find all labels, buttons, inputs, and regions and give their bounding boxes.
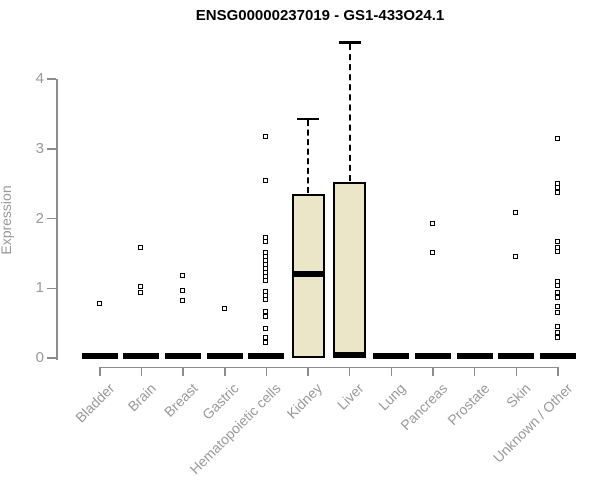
data-point (554, 304, 560, 310)
data-point (430, 249, 435, 255)
data-point (513, 209, 519, 215)
x-category-label: Skin (503, 380, 534, 411)
data-point (263, 177, 269, 183)
y-tick-label: 3 (35, 139, 44, 157)
x-axis-tick (307, 368, 309, 376)
x-axis-tick (182, 368, 184, 376)
boxplot-box (333, 182, 367, 358)
zero-median-bar (498, 352, 535, 359)
x-category-label: Breast (160, 380, 201, 420)
x-axis-tick (473, 368, 476, 376)
data-point (138, 290, 144, 296)
zero-median-bar (456, 352, 493, 359)
x-axis-tick (99, 368, 101, 376)
y-axis-tick (47, 148, 56, 150)
data-point (263, 326, 269, 332)
y-axis-line (56, 79, 58, 360)
x-category-label: Prostate (443, 380, 492, 429)
x-axis-tick (390, 368, 393, 376)
data-point (554, 189, 560, 195)
whisker-cap (297, 117, 320, 120)
whisker-cap (338, 41, 361, 44)
zero-median-bar (206, 352, 243, 359)
data-point (180, 272, 186, 278)
data-point (263, 133, 269, 139)
data-point (554, 135, 560, 141)
data-point (263, 297, 269, 303)
data-point (96, 301, 102, 307)
data-point (554, 309, 560, 315)
zero-median-bar (165, 352, 202, 359)
data-point (430, 221, 435, 227)
y-tick-label: 4 (35, 70, 44, 87)
chart-title: ENSG00000237019 - GS1-433O24.1 (195, 7, 445, 24)
data-point (263, 308, 269, 314)
data-point (138, 283, 144, 289)
whisker-line (307, 119, 310, 194)
data-point (554, 184, 560, 190)
data-point (554, 329, 560, 335)
zero-median-bar (123, 352, 160, 359)
x-axis-tick (515, 368, 518, 376)
zero-median-bar (248, 352, 285, 359)
x-category-label: Unknown / Other (489, 380, 576, 466)
zero-median-bar (373, 352, 410, 359)
y-axis-tick (47, 217, 56, 220)
x-category-label: Lung (375, 380, 409, 414)
data-point (263, 278, 269, 284)
zero-median-bar (415, 352, 451, 359)
x-axis-tick (224, 368, 226, 376)
y-tick-label: 0 (35, 349, 44, 366)
zero-median-bar (81, 352, 118, 359)
y-tick-label: 1 (35, 279, 44, 297)
zero-median-bar (539, 352, 576, 359)
data-point (221, 306, 227, 312)
x-axis-tick (557, 368, 559, 376)
x-axis-tick (348, 368, 351, 376)
data-point (263, 313, 269, 319)
x-axis-tick (265, 368, 268, 376)
data-point (513, 253, 519, 259)
x-axis-tick (432, 368, 434, 376)
x-category-label: Liver (334, 380, 368, 413)
data-point (138, 245, 144, 251)
whisker-line (348, 43, 351, 182)
data-point (263, 340, 269, 346)
data-point (180, 288, 186, 294)
median-line (333, 352, 367, 358)
y-tick-label: 2 (35, 209, 44, 227)
y-axis-tick (47, 287, 56, 289)
y-axis-label: Expression (0, 185, 14, 255)
x-category-label: Bladder (71, 380, 118, 426)
median-line (291, 270, 325, 277)
data-point (263, 239, 269, 245)
x-category-label: Brain (124, 380, 159, 415)
y-axis-tick (47, 357, 56, 359)
x-category-label: Kidney (283, 380, 326, 422)
data-point (554, 239, 560, 245)
x-axis-line (99, 366, 559, 368)
data-point (554, 295, 560, 300)
data-point (554, 290, 560, 296)
data-point (554, 334, 560, 340)
y-axis-tick (47, 78, 56, 80)
data-point (180, 297, 186, 303)
data-point (554, 248, 560, 254)
x-axis-tick (140, 368, 143, 376)
data-point (554, 283, 560, 289)
data-point (263, 335, 269, 341)
data-point (554, 324, 560, 330)
